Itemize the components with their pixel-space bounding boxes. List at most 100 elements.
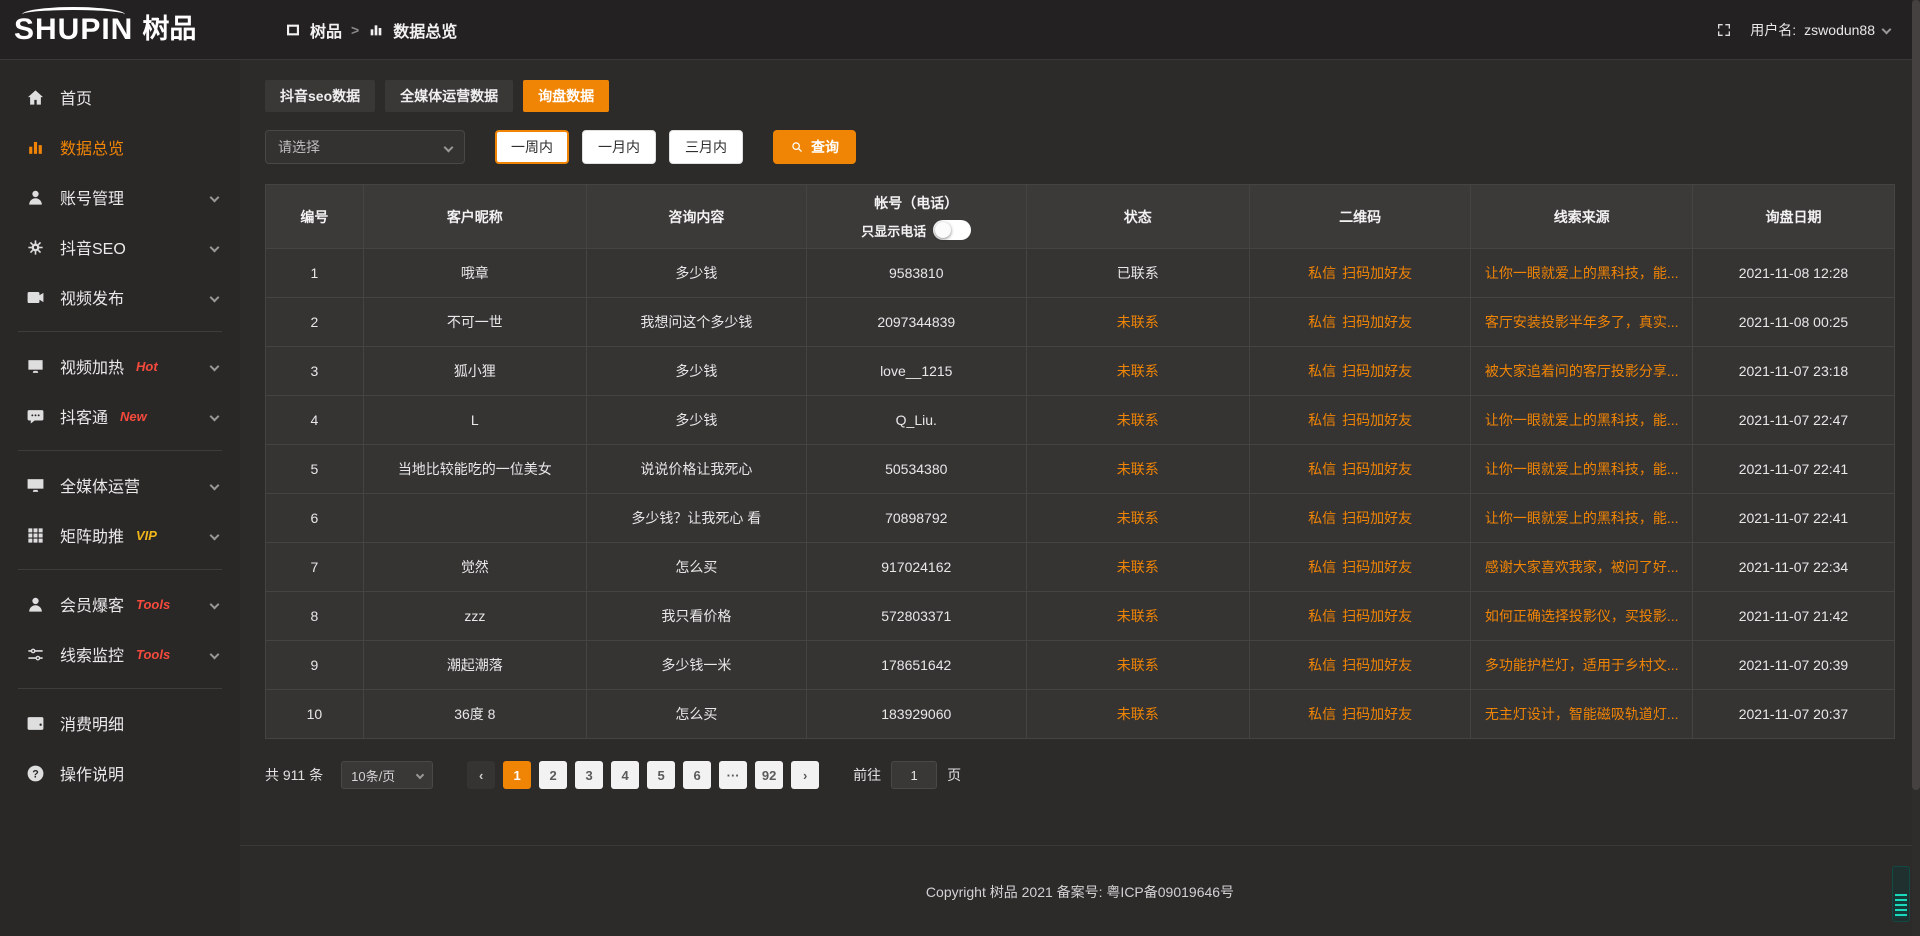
col-account: 帐号（电话） 只显示电话 <box>805 184 1027 249</box>
private-message-link[interactable]: 私信 <box>1308 363 1337 379</box>
chevron-down-icon <box>1881 24 1892 35</box>
sidebar-item-badge: Tools <box>136 646 171 662</box>
tab[interactable]: 全媒体运营数据 <box>385 80 514 112</box>
scan-add-friend-link[interactable]: 扫码加好友 <box>1342 265 1413 281</box>
sidebar-item[interactable]: 首页 <box>0 72 240 122</box>
source-link[interactable]: 让你一眼就爱上的黑科技，能... <box>1484 412 1679 428</box>
breadcrumb-current: 数据总览 <box>393 23 458 41</box>
page-button[interactable]: 5 <box>647 761 676 789</box>
page-size-select[interactable]: 10条/页 <box>341 761 434 789</box>
range-button[interactable]: 三月内 <box>669 130 743 164</box>
widget-stripes-icon <box>1895 894 1907 918</box>
scan-add-friend-link[interactable]: 扫码加好友 <box>1342 314 1413 330</box>
cell-id: 8 <box>265 591 364 641</box>
cell-source: 让你一眼就爱上的黑科技，能... <box>1470 395 1693 445</box>
cell-id: 7 <box>265 542 364 592</box>
cell-source: 让你一眼就爱上的黑科技，能... <box>1470 248 1693 298</box>
source-link[interactable]: 无主灯设计，智能磁吸轨道灯... <box>1484 706 1679 722</box>
sidebar-item[interactable]: 会员爆客 Tools <box>0 579 240 629</box>
chevron-down-icon <box>209 192 220 202</box>
source-link[interactable]: 客厅安装投影半年多了，真实... <box>1484 314 1679 330</box>
page-button[interactable]: 4 <box>611 761 640 789</box>
scan-add-friend-link[interactable]: 扫码加好友 <box>1342 657 1413 673</box>
sidebar-item[interactable]: ? 操作说明 <box>0 748 240 798</box>
source-link[interactable]: 被大家追着问的客厅投影分享... <box>1484 363 1679 379</box>
page-buttons: ‹ 1 2 3 4 5 <box>467 761 820 789</box>
page-button[interactable]: 1 <box>503 761 532 789</box>
scan-add-friend-link[interactable]: 扫码加好友 <box>1342 363 1413 379</box>
scan-add-friend-link[interactable]: 扫码加好友 <box>1342 461 1413 477</box>
private-message-link[interactable]: 私信 <box>1308 461 1337 477</box>
fullscreen-icon[interactable] <box>1716 22 1732 38</box>
sidebar-item[interactable] <box>18 569 222 570</box>
cell-date: 2021-11-08 12:28 <box>1691 248 1896 298</box>
sidebar-item[interactable] <box>18 450 222 451</box>
sidebar-item-label: 抖客通 <box>60 410 109 427</box>
private-message-link[interactable]: 私信 <box>1308 657 1337 673</box>
tab[interactable]: 询盘数据 <box>523 80 610 112</box>
sidebar-item[interactable]: 线索监控 Tools <box>0 629 240 679</box>
sidebar-item[interactable]: 全媒体运营 <box>0 460 240 510</box>
page-button[interactable]: 92 <box>755 761 784 789</box>
page-button[interactable]: 6 <box>683 761 712 789</box>
source-link[interactable]: 让你一眼就爱上的黑科技，能... <box>1484 265 1679 281</box>
tab[interactable]: 抖音seo数据 <box>265 80 376 112</box>
source-link[interactable]: 让你一眼就爱上的黑科技，能... <box>1484 461 1679 477</box>
scrollbar-track <box>1912 0 1920 936</box>
scan-add-friend-link[interactable]: 扫码加好友 <box>1342 559 1413 575</box>
cell-qrcode: 私信 扫码加好友 <box>1248 346 1472 396</box>
table-row: 9 潮起潮落 多少钱一米 178651642 未联系 私信 扫码加好友 多功能护… <box>265 640 1896 690</box>
scan-add-friend-link[interactable]: 扫码加好友 <box>1342 706 1413 722</box>
table-row: 2 不可一世 我想问这个多少钱 2097344839 未联系 私信 扫码加好友 … <box>265 297 1896 347</box>
filter-select[interactable]: 请选择 <box>265 130 465 164</box>
page-button[interactable]: 2 <box>539 761 568 789</box>
page-button[interactable]: › <box>791 761 820 789</box>
scan-add-friend-link[interactable]: 扫码加好友 <box>1342 412 1413 428</box>
scan-add-friend-link[interactable]: 扫码加好友 <box>1342 510 1413 526</box>
source-link[interactable]: 多功能护栏灯，适用于乡村文... <box>1484 657 1679 673</box>
sidebar-item[interactable]: 抖音SEO <box>0 222 240 272</box>
range-button[interactable]: 一月内 <box>582 130 656 164</box>
sidebar-item[interactable]: 抖客通 New <box>0 391 240 441</box>
private-message-link[interactable]: 私信 <box>1308 314 1337 330</box>
private-message-link[interactable]: 私信 <box>1308 510 1337 526</box>
search-button[interactable]: 查询 <box>773 130 856 164</box>
page-button[interactable]: ‹ <box>467 761 496 789</box>
sidebar-item[interactable]: 视频加热 Hot <box>0 341 240 391</box>
sidebar-item[interactable] <box>18 331 222 332</box>
private-message-link[interactable]: 私信 <box>1308 265 1337 281</box>
scan-add-friend-link[interactable]: 扫码加好友 <box>1342 608 1413 624</box>
user-menu[interactable]: 用户名: zswodun88 <box>1750 20 1892 40</box>
cell-status: 未联系 <box>1025 444 1250 494</box>
sidebar-item[interactable]: 矩阵助推 VIP <box>0 510 240 560</box>
source-link[interactable]: 如何正确选择投影仪，买投影... <box>1484 608 1679 624</box>
page-unit-label: 页 <box>947 767 962 783</box>
cell-content: 多少钱 <box>585 248 807 298</box>
range-button[interactable]: 一周内 <box>495 130 569 164</box>
sidebar-item[interactable]: 账号管理 <box>0 172 240 222</box>
sidebar-item[interactable]: 消费明细 <box>0 698 240 748</box>
page-button[interactable]: 3 <box>575 761 604 789</box>
table-row: 4 L 多少钱 Q_Liu. 未联系 私信 扫码加好友 让你一眼就爱上的黑科技，… <box>265 395 1896 445</box>
private-message-link[interactable]: 私信 <box>1308 706 1337 722</box>
goto-page-input[interactable] <box>891 761 938 789</box>
sidebar-item[interactable] <box>18 688 222 689</box>
source-link[interactable]: 让你一眼就爱上的黑科技，能... <box>1484 510 1679 526</box>
phone-only-toggle[interactable] <box>933 220 972 240</box>
cell-source: 让你一眼就爱上的黑科技，能... <box>1470 444 1693 494</box>
home-icon <box>26 88 45 107</box>
goto-page: 前往 页 <box>853 761 961 789</box>
private-message-link[interactable]: 私信 <box>1308 559 1337 575</box>
sidebar-item[interactable]: 数据总览 <box>0 122 240 172</box>
cell-date: 2021-11-07 20:37 <box>1691 689 1896 739</box>
page-button[interactable]: ··· <box>719 761 748 789</box>
private-message-link[interactable]: 私信 <box>1308 412 1337 428</box>
floating-widget[interactable] <box>1892 866 1910 922</box>
breadcrumb-root[interactable]: 树品 <box>310 23 343 41</box>
cell-qrcode: 私信 扫码加好友 <box>1248 542 1472 592</box>
sidebar-item[interactable]: 视频发布 <box>0 272 240 322</box>
private-message-link[interactable]: 私信 <box>1308 608 1337 624</box>
source-link[interactable]: 感谢大家喜欢我家，被问了好... <box>1484 559 1679 575</box>
scrollbar-thumb[interactable] <box>1912 0 1920 790</box>
sidebar-item-label: 矩阵助推 <box>60 529 125 546</box>
